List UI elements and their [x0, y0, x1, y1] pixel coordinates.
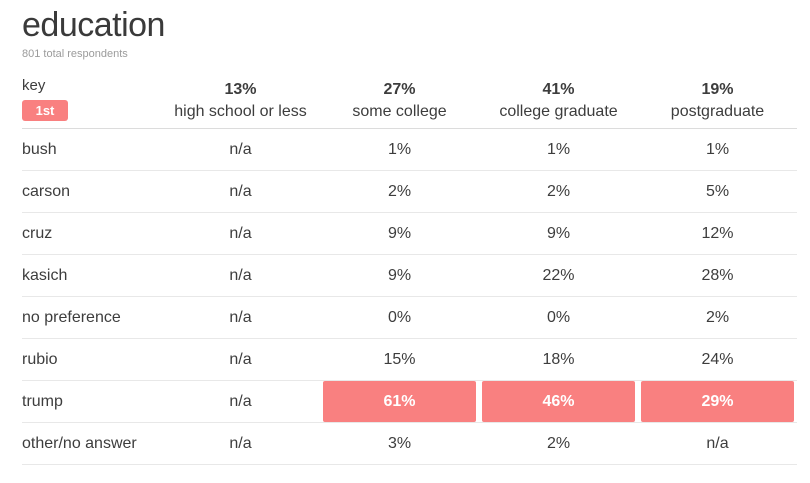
cell-value: n/a — [229, 140, 252, 158]
cell-value: n/a — [229, 350, 252, 368]
row-label: trump — [22, 392, 63, 410]
column-header-postgraduate: 19% postgraduate — [638, 81, 797, 121]
cell-value: 9% — [387, 266, 412, 284]
cell-value: 2% — [546, 182, 571, 200]
cell-highlighted-first-place: 61% — [320, 381, 479, 423]
table-row-trump: trump n/a 61% 46% 29% — [22, 381, 797, 424]
cell-value: n/a — [229, 266, 252, 284]
column-label: high school or less — [174, 103, 307, 121]
report-page: education 801 total respondents key 1st … — [22, 6, 797, 466]
row-label: kasich — [22, 266, 68, 284]
row-label: cruz — [22, 224, 53, 242]
legend-first-place-badge: 1st — [22, 100, 68, 122]
column-header-high-school-or-less: 13% high school or less — [161, 81, 320, 121]
column-share: 13% — [224, 81, 257, 99]
table-row-carson: carson n/a 2% 2% 5% — [22, 171, 797, 214]
column-share: 19% — [701, 81, 734, 99]
cell-value: n/a — [229, 392, 252, 410]
column-label: college graduate — [499, 103, 618, 121]
column-label: postgraduate — [670, 103, 765, 121]
column-share: 27% — [383, 81, 416, 99]
table-body: bush n/a 1% 1% 1% carson n/a 2% 2% 5% cruz n/a 9% 9% 1… — [22, 129, 797, 466]
cell-value: 22% — [542, 266, 575, 284]
row-label: carson — [22, 182, 71, 200]
cell-value: 2% — [546, 434, 571, 452]
row-label: bush — [22, 140, 57, 158]
table-row-other-no-answer: other/no answer n/a 3% 2% n/a — [22, 423, 797, 466]
table-row-bush: bush n/a 1% 1% 1% — [22, 129, 797, 172]
cell-value: n/a — [229, 224, 252, 242]
cell-value: 0% — [387, 308, 412, 326]
respondents-count: 801 total respondents — [22, 48, 128, 61]
table-row-kasich: kasich n/a 9% 22% 28% — [22, 255, 797, 298]
cell-value: 5% — [705, 182, 730, 200]
table-header-row: key 1st 13% high school or less 27% some co… — [22, 77, 797, 130]
cell-value: 1% — [546, 140, 571, 158]
cell-highlighted-first-place: 29% — [638, 381, 797, 423]
row-label: no preference — [22, 308, 121, 326]
cell-value: n/a — [229, 308, 252, 326]
highlighted-value: 61% — [323, 381, 476, 423]
cell-value: 3% — [387, 434, 412, 452]
column-header-some-college: 27% some college — [320, 81, 479, 121]
row-label: other/no answer — [22, 434, 137, 452]
cell-value: 18% — [542, 350, 575, 368]
table-row-no-preference: no preference n/a 0% 0% 2% — [22, 297, 797, 340]
cell-value: n/a — [229, 434, 252, 452]
cell-value: 1% — [387, 140, 412, 158]
highlighted-value: 29% — [641, 381, 794, 423]
column-header-college-graduate: 41% college graduate — [479, 81, 638, 121]
cell-value: 12% — [701, 224, 734, 242]
cell-value: n/a — [706, 434, 729, 452]
column-label: some college — [352, 103, 447, 121]
page-title: education — [22, 6, 165, 44]
legend-label: key — [22, 77, 46, 95]
cell-value: 9% — [387, 224, 412, 242]
cell-highlighted-first-place: 46% — [479, 381, 638, 423]
highlighted-value: 46% — [482, 381, 635, 423]
legend: key 1st — [22, 77, 161, 122]
column-share: 41% — [542, 81, 575, 99]
cell-value: 9% — [546, 224, 571, 242]
cell-value: n/a — [229, 182, 252, 200]
table-row-cruz: cruz n/a 9% 9% 12% — [22, 213, 797, 256]
row-label: rubio — [22, 350, 58, 368]
cell-value: 0% — [546, 308, 571, 326]
cell-value: 28% — [701, 266, 734, 284]
table-row-rubio: rubio n/a 15% 18% 24% — [22, 339, 797, 382]
cell-value: 2% — [705, 308, 730, 326]
cell-value: 24% — [701, 350, 734, 368]
cell-value: 15% — [383, 350, 416, 368]
cell-value: 2% — [387, 182, 412, 200]
cell-value: 1% — [705, 140, 730, 158]
